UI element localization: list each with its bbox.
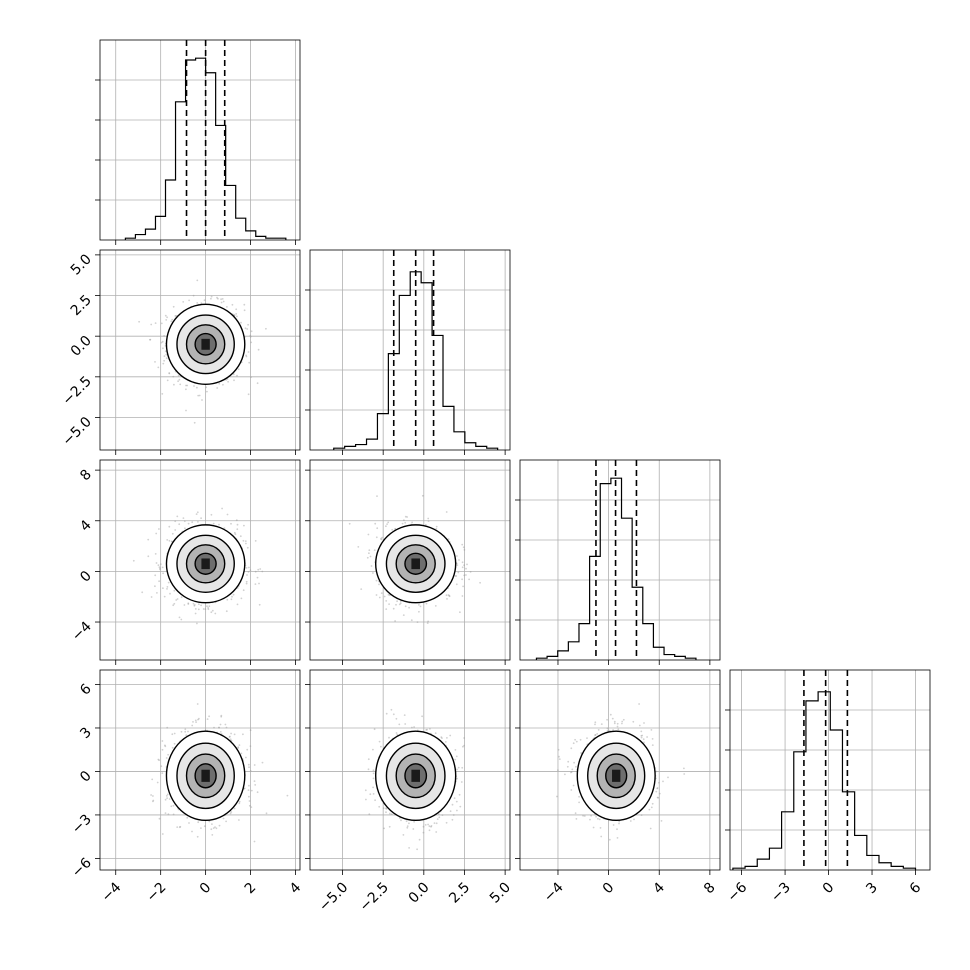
scatter-panel-4-2 <box>305 669 511 871</box>
contour-2σ <box>374 730 457 822</box>
histogram-panel-1 <box>95 39 301 241</box>
y-tick-label: 2.5 <box>68 292 95 319</box>
panel-frame <box>309 459 511 661</box>
scatter-panel-3-2 <box>305 459 511 661</box>
gridlines <box>100 460 300 660</box>
y-tick-label: 0.0 <box>68 333 95 360</box>
panel-frame <box>99 249 301 451</box>
scatter-panel-4-3 <box>515 669 721 871</box>
contour-0.5σ <box>194 552 217 575</box>
histogram-panel-4 <box>725 669 931 871</box>
x-tick-label: 0 <box>820 880 838 898</box>
x-tick-label: 3 <box>863 880 881 898</box>
contour-2σ <box>165 303 246 386</box>
contour-1.5σ <box>176 534 235 593</box>
scatter-panel-3-1: −4 0 4 8 <box>69 459 301 661</box>
y-tick-label: −6 <box>69 855 95 881</box>
contour-0.5σ <box>404 552 428 575</box>
x-tick-label: −5.0 <box>316 880 351 915</box>
gridlines <box>520 460 720 660</box>
contour-1.5σ <box>176 742 235 810</box>
x-tick-label: 2.5 <box>446 880 473 907</box>
contour-1σ <box>185 324 226 365</box>
contour-0.5σ <box>404 763 428 789</box>
x-tick-label: −6 <box>725 879 751 905</box>
panel-frame <box>519 669 721 871</box>
y-tick-label: 5.0 <box>68 251 95 278</box>
y-tick-label: 8 <box>77 467 95 485</box>
panel-frame <box>729 669 931 871</box>
panel-frame <box>309 249 511 451</box>
histogram-panel-2 <box>305 249 511 451</box>
y-tick-label: 3 <box>77 724 95 742</box>
x-tick-label: 0 <box>600 880 618 898</box>
x-tick-label: −4 <box>541 879 567 905</box>
x-tick-label: 8 <box>701 880 719 898</box>
contour-1σ <box>395 544 436 584</box>
y-tick-label: −4 <box>69 618 95 644</box>
sample-cloud <box>132 507 264 625</box>
contour-1σ <box>185 753 226 799</box>
x-tick-label: −4 <box>99 879 125 905</box>
x-tick-label: 0 <box>197 880 215 898</box>
y-tick-label: 0 <box>77 768 95 786</box>
sample-cloud <box>556 703 686 841</box>
y-tick-label: −2.5 <box>59 373 94 408</box>
x-axis-4: −6 −3 0 3 6 <box>725 870 925 906</box>
contour-2σ <box>165 524 246 604</box>
sample-cloud <box>138 279 267 424</box>
x-tick-label: −2 <box>144 880 170 906</box>
x-tick-label: 6 <box>907 879 925 897</box>
contour-1σ <box>395 753 436 799</box>
panel-frame <box>99 459 301 661</box>
contour-2σ <box>374 524 457 604</box>
scatter-panel-4-1: −6 −3 0 3 6 <box>69 669 301 881</box>
x-tick-label: 4 <box>287 879 305 897</box>
x-tick-label: −2.5 <box>357 880 392 915</box>
x-tick-label: 0.0 <box>406 880 433 907</box>
contour-1σ <box>596 753 636 799</box>
histogram-step <box>535 477 697 660</box>
panel-frame <box>99 669 301 871</box>
y-tick-label: 4 <box>77 517 95 535</box>
sample-cloud <box>150 703 289 843</box>
gridlines <box>100 40 300 240</box>
y-tick-label: 6 <box>77 681 95 699</box>
contour-1.5σ <box>176 314 235 375</box>
sample-cloud <box>348 494 481 624</box>
panel-frame <box>99 39 301 241</box>
contour-1.5σ <box>385 534 446 593</box>
sample-cloud <box>364 708 465 851</box>
panel-frame <box>309 669 511 871</box>
scatter-panel-2-1: −5.0 −2.5 0.0 2.5 5.0 <box>59 249 301 451</box>
contour-1.5σ <box>385 742 446 810</box>
x-tick-label: 5.0 <box>487 880 514 907</box>
x-tick-label: 2 <box>242 880 260 898</box>
y-tick-label: −5.0 <box>59 414 94 449</box>
contour-0.5σ <box>605 763 628 789</box>
panel-frame <box>519 459 721 661</box>
histogram-panel-3 <box>515 459 721 661</box>
contour-2σ <box>165 730 246 822</box>
contour-1.5σ <box>587 742 646 810</box>
contour-2σ <box>576 730 656 822</box>
y-tick-label: −3 <box>69 811 95 837</box>
y-tick-label: 0 <box>77 568 95 586</box>
x-tick-label: 4 <box>650 879 668 897</box>
x-axis-2: −5.0 −2.5 0.0 2.5 5.0 <box>316 450 514 915</box>
x-tick-label: −3 <box>768 880 794 906</box>
histogram-step <box>732 691 917 870</box>
contour-1σ <box>185 544 226 584</box>
contour-0.5σ <box>194 763 217 789</box>
contour-0.5σ <box>194 332 217 356</box>
histogram-step <box>124 57 287 240</box>
